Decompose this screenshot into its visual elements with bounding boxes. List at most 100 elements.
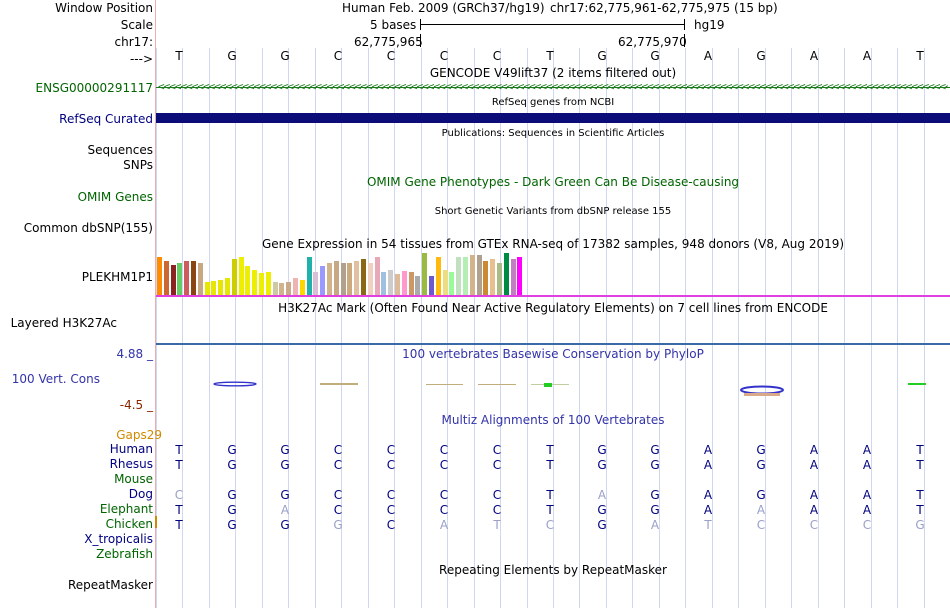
alignment-base: G (280, 458, 290, 472)
gtex-track-label[interactable]: PLEKHM1P1 (81, 270, 153, 284)
gtex-bar[interactable] (273, 282, 278, 295)
dbsnp-track-label[interactable]: Common dbSNP(155) (23, 221, 153, 235)
alignment-base: A (703, 488, 713, 502)
gtex-bar[interactable] (388, 270, 393, 295)
gtex-bar[interactable] (463, 257, 468, 295)
gtex-bar[interactable] (368, 263, 373, 295)
gtex-bar[interactable] (327, 263, 332, 295)
gtex-bar[interactable] (266, 272, 271, 295)
gtex-bar[interactable] (157, 257, 162, 295)
gtex-bar[interactable] (395, 274, 400, 295)
gtex-bar[interactable] (477, 255, 482, 295)
gtex-bar[interactable] (334, 261, 339, 295)
alignment-base: G (756, 458, 766, 472)
alignment-base: C (174, 488, 184, 502)
gtex-bar[interactable] (286, 282, 291, 295)
gtex-bar[interactable] (177, 263, 182, 295)
species-label-mouse[interactable]: Mouse (114, 472, 153, 486)
gtex-bar[interactable] (279, 283, 284, 295)
gtex-bar[interactable] (436, 257, 441, 295)
alignment-base: G (915, 518, 925, 532)
reference-base: C (386, 49, 396, 63)
gridline (209, 48, 210, 608)
gtex-bar[interactable] (347, 263, 352, 295)
species-label-dog[interactable]: Dog (128, 487, 153, 501)
gtex-bar[interactable] (164, 261, 169, 295)
gtex-bar[interactable] (300, 280, 305, 295)
refseq-track-label[interactable]: RefSeq Curated (59, 112, 153, 126)
sequences-track-label[interactable]: Sequences (87, 143, 153, 157)
gtex-bar[interactable] (443, 270, 448, 295)
gridline (897, 48, 898, 608)
phylop-track-label[interactable]: 100 Vert. Cons (11, 372, 100, 386)
gtex-bar[interactable] (245, 266, 250, 295)
h3k27ac-signal[interactable] (156, 343, 950, 345)
snps-track-label[interactable]: SNPs (123, 158, 153, 172)
gtex-bar[interactable] (490, 259, 495, 295)
gtex-bar[interactable] (483, 261, 488, 295)
gtex-bar[interactable] (239, 257, 244, 295)
gridline (818, 48, 819, 608)
species-label-x_tropicalis[interactable]: X_tropicalis (84, 532, 153, 546)
gtex-bar[interactable] (497, 263, 502, 295)
gtex-bar[interactable] (402, 271, 407, 295)
phylop-signal[interactable] (156, 375, 950, 405)
gtex-bar[interactable] (320, 266, 325, 295)
repeatmasker-track-label[interactable]: RepeatMasker (67, 578, 153, 592)
alignment-base: C (386, 488, 396, 502)
gtex-bar[interactable] (449, 272, 454, 295)
gtex-bar[interactable] (225, 278, 230, 295)
h3k27ac-track-label[interactable]: Layered H3K27Ac (10, 316, 117, 330)
chicken-gap-marker (155, 516, 157, 528)
species-label-chicken[interactable]: Chicken (105, 517, 153, 531)
gtex-bar[interactable] (422, 253, 427, 295)
gtex-bar[interactable] (517, 257, 522, 295)
gtex-bar[interactable] (341, 263, 346, 295)
species-label-rhesus[interactable]: Rhesus (109, 457, 153, 471)
reference-base: C (492, 49, 502, 63)
gtex-bar[interactable] (375, 257, 380, 295)
species-label-zebrafish[interactable]: Zebrafish (96, 547, 153, 561)
track-labels: Window Position Scale chr17: ---> ENSG00… (0, 0, 162, 608)
coord-right: 62,775,970 (618, 35, 687, 49)
gtex-bar[interactable] (259, 273, 264, 295)
gencode-feature-line[interactable] (156, 87, 950, 88)
gtex-bar[interactable] (211, 281, 216, 295)
gridline (262, 48, 263, 608)
alignment-base: C (492, 488, 502, 502)
gtex-bar[interactable] (252, 270, 257, 295)
reference-base: G (227, 49, 237, 63)
species-label-human[interactable]: Human (109, 442, 153, 456)
gtex-bar[interactable] (232, 259, 237, 295)
gtex-bar[interactable] (313, 272, 318, 295)
gtex-bar[interactable] (307, 257, 312, 295)
species-label-elephant[interactable]: Elephant (99, 502, 153, 516)
gtex-bar[interactable] (361, 259, 366, 295)
gtex-bar[interactable] (184, 261, 189, 295)
gtex-bar[interactable] (198, 263, 203, 295)
alignment-base: G (650, 443, 660, 457)
gtex-bar[interactable] (415, 276, 420, 295)
gtex-bar-chart[interactable] (156, 251, 536, 295)
gtex-bar[interactable] (293, 278, 298, 295)
gtex-bar[interactable] (456, 257, 461, 295)
gencode-track-label[interactable]: ENSG00000291117 (35, 81, 153, 95)
gtex-bar[interactable] (218, 280, 223, 295)
refseq-exon-bar[interactable] (156, 113, 950, 123)
gtex-bar[interactable] (381, 272, 386, 295)
gtex-bar[interactable] (354, 261, 359, 295)
gridline (791, 48, 792, 608)
gtex-bar[interactable] (191, 261, 196, 295)
gtex-bar[interactable] (205, 282, 210, 295)
gtex-bar[interactable] (470, 255, 475, 295)
alignment-base: G (333, 518, 343, 532)
gtex-bar[interactable] (171, 265, 176, 295)
gtex-bar[interactable] (504, 253, 509, 295)
gtex-bar[interactable] (429, 276, 434, 295)
gtex-bar[interactable] (511, 259, 516, 295)
gtex-bar[interactable] (409, 272, 414, 295)
alignment-base: T (916, 443, 924, 457)
omim-track-label[interactable]: OMIM Genes (77, 190, 153, 204)
